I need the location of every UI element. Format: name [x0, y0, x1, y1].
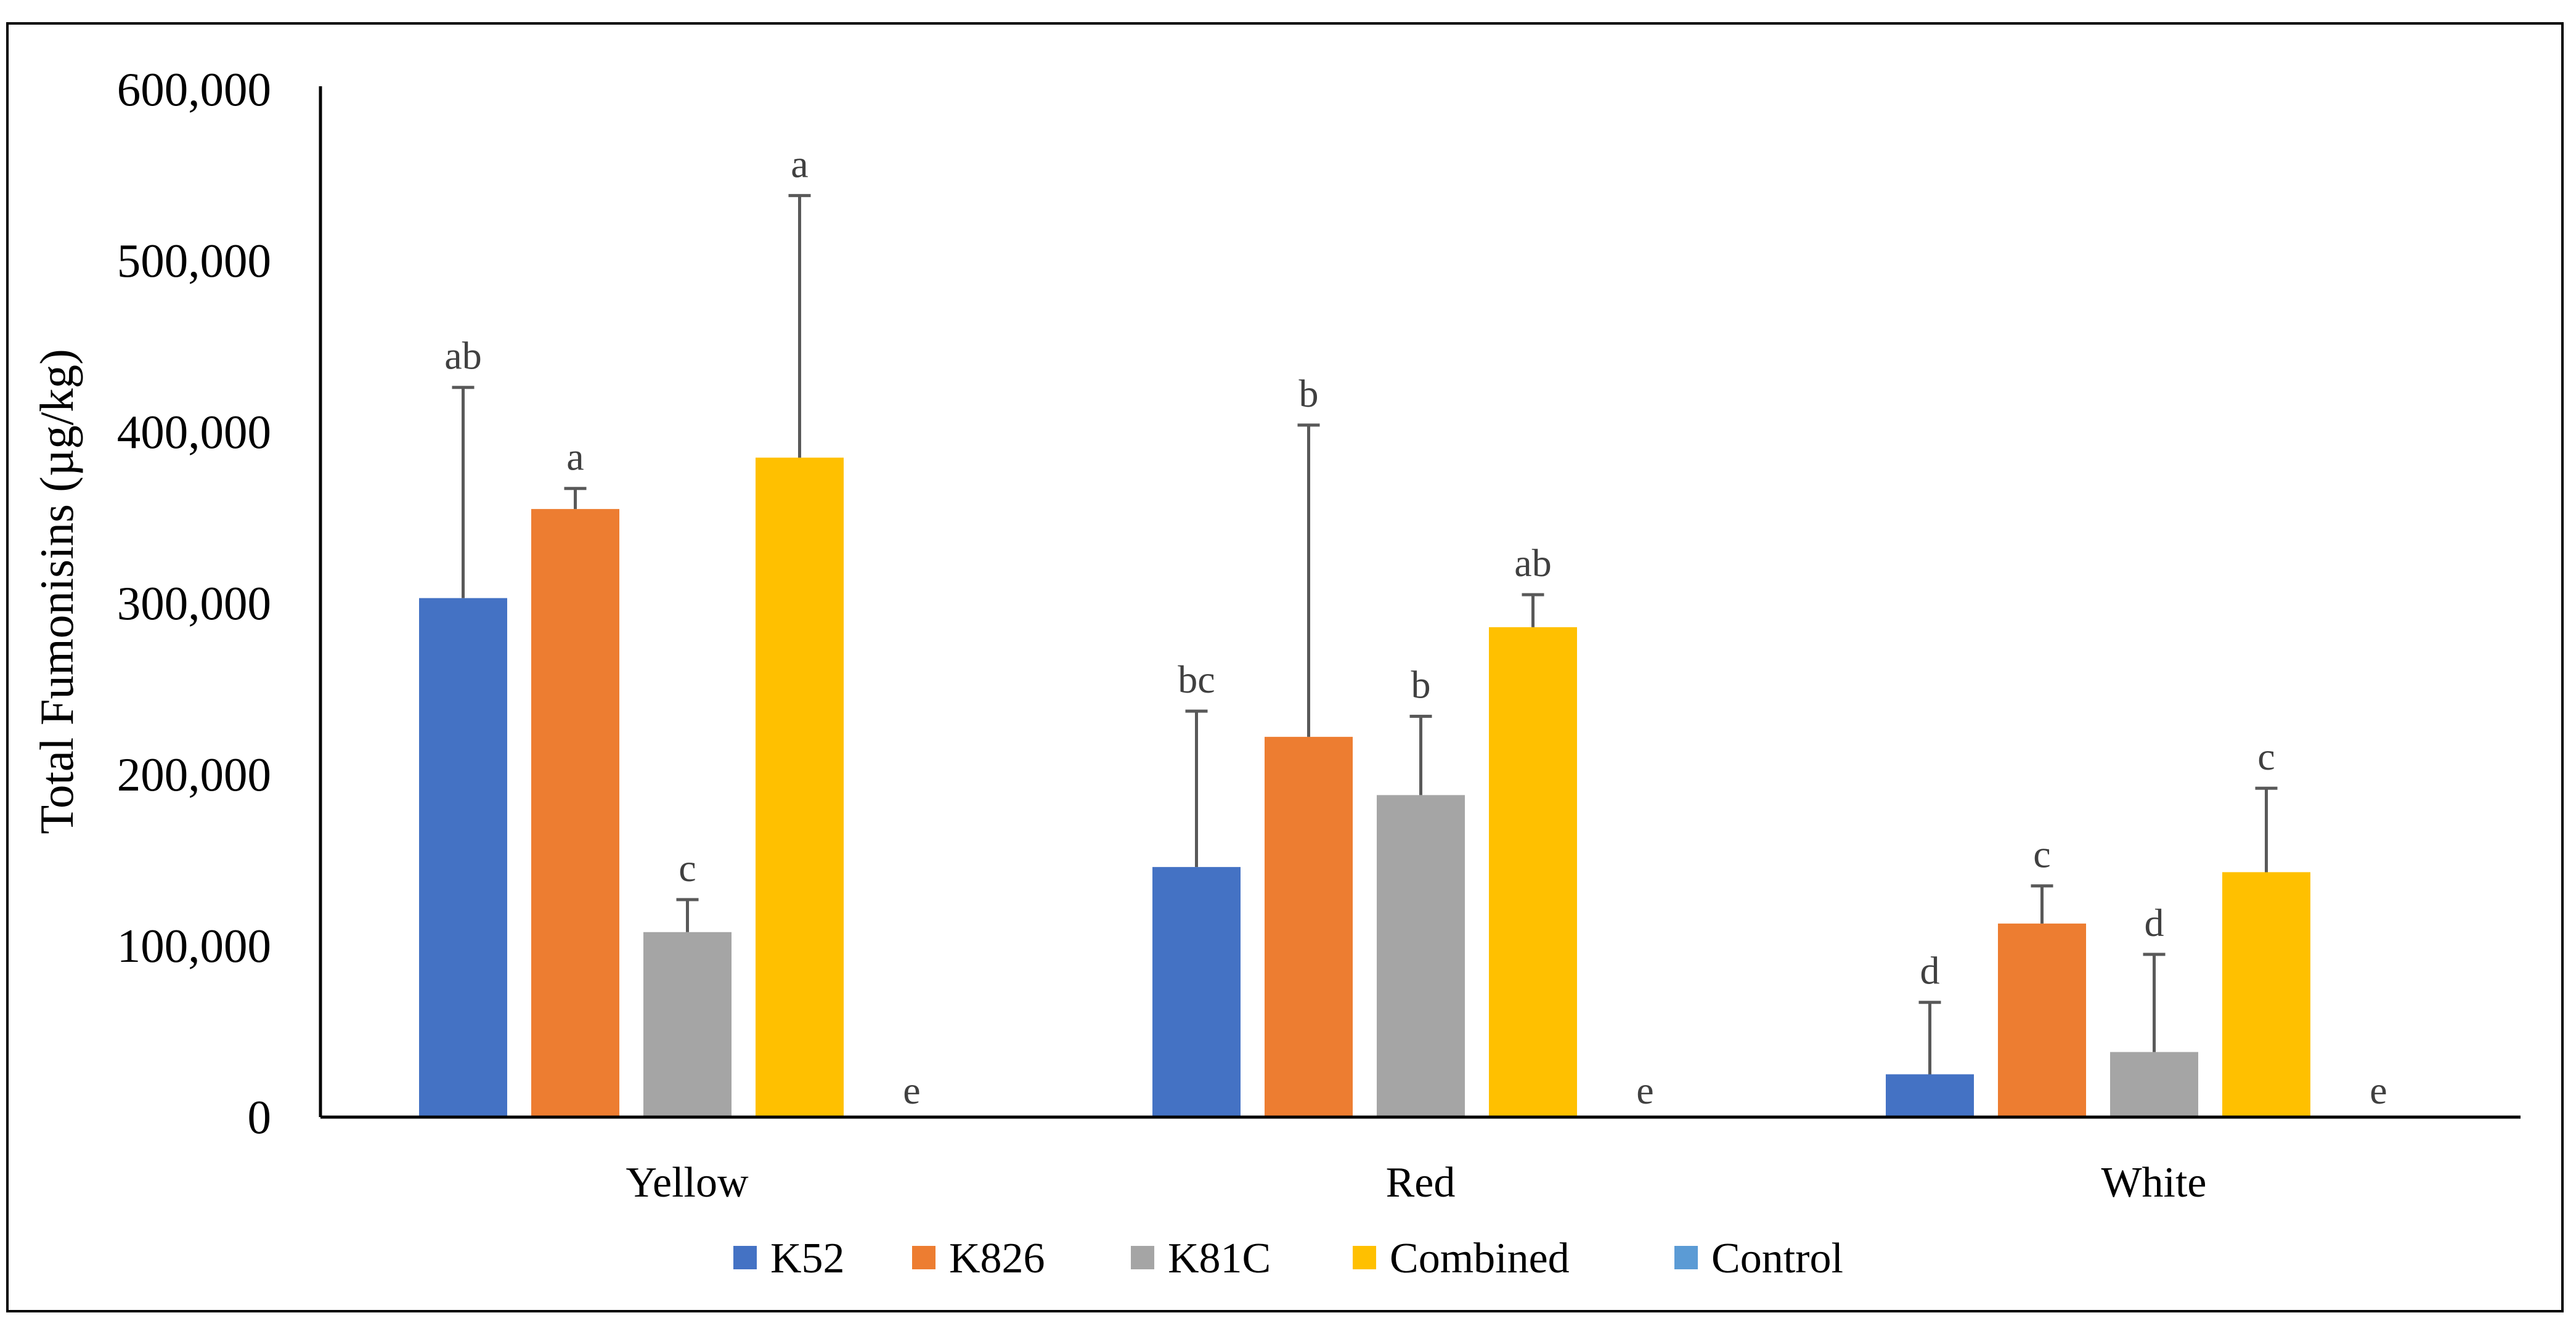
y-tick-label: 600,000: [117, 63, 271, 116]
bar-k826-white: [1998, 923, 2086, 1117]
significance-letter: c: [2033, 832, 2050, 876]
significance-letter: b: [1411, 662, 1431, 706]
y-tick-label: 0: [248, 1091, 272, 1144]
legend-label-combined: Combined: [1390, 1235, 1570, 1282]
x-category-label: Yellow: [626, 1159, 749, 1206]
bar-k52-red: [1152, 867, 1241, 1117]
error-bars: [452, 193, 2278, 1075]
bar-k81c-yellow: [643, 932, 732, 1117]
significance-letters: ab a c a e bc b b ab e d c d c e: [444, 142, 2387, 1112]
y-axis-ticks: 0 100,000 200,000 300,000 400,000 500,000 600,…: [117, 63, 271, 1144]
x-axis-category-labels: Yellow Red White: [626, 1159, 2206, 1206]
significance-letter: bc: [1178, 657, 1215, 701]
significance-letter: b: [1299, 372, 1319, 415]
bar-k81c-red: [1377, 795, 1465, 1117]
significance-letter: ab: [1514, 541, 1551, 585]
y-tick-label: 300,000: [117, 577, 271, 630]
bar-k52-white: [1886, 1074, 1974, 1117]
legend-swatch-k52: [733, 1246, 757, 1269]
significance-letter: a: [566, 435, 584, 479]
significance-letter: d: [2145, 901, 2164, 945]
x-category-label: Red: [1386, 1159, 1456, 1206]
bar-k81c-white: [2110, 1052, 2198, 1117]
legend-swatch-k826: [912, 1246, 935, 1269]
significance-letter: c: [2257, 734, 2275, 778]
legend-swatch-combined: [1353, 1246, 1376, 1269]
legend-swatch-control: [1674, 1246, 1698, 1269]
y-tick-label: 500,000: [117, 234, 271, 287]
legend-label-control: Control: [1711, 1235, 1843, 1282]
y-tick-label: 100,000: [117, 919, 271, 972]
y-tick-label: 400,000: [117, 405, 271, 458]
bar-k826-yellow: [531, 509, 619, 1117]
y-tick-label: 200,000: [117, 748, 271, 801]
legend-swatch-k81c: [1131, 1246, 1154, 1269]
bar-combined-white: [2222, 872, 2310, 1117]
legend-label-k81c: K81C: [1168, 1235, 1271, 1282]
axes: [319, 86, 2521, 1119]
bar-k52-yellow: [419, 598, 507, 1117]
significance-letter: a: [791, 142, 808, 185]
significance-letter: e: [1636, 1068, 1653, 1112]
significance-letter: e: [903, 1068, 920, 1112]
bar-combined-red: [1489, 627, 1577, 1117]
legend-label-k52: K52: [770, 1235, 845, 1282]
significance-letter: ab: [444, 334, 481, 378]
significance-letter: e: [2370, 1068, 2387, 1112]
bar-combined-yellow: [756, 457, 844, 1118]
y-axis-title: Total Fumonisins (µg/kg): [30, 349, 83, 834]
bars: [419, 457, 2310, 1118]
significance-letter: c: [679, 846, 696, 890]
significance-letter: d: [1920, 949, 1940, 993]
x-category-label: White: [2101, 1159, 2206, 1206]
bar-k826-red: [1265, 736, 1353, 1117]
legend: K52 K826 K81C Combined Control: [733, 1235, 1843, 1282]
legend-label-k826: K826: [949, 1235, 1045, 1282]
